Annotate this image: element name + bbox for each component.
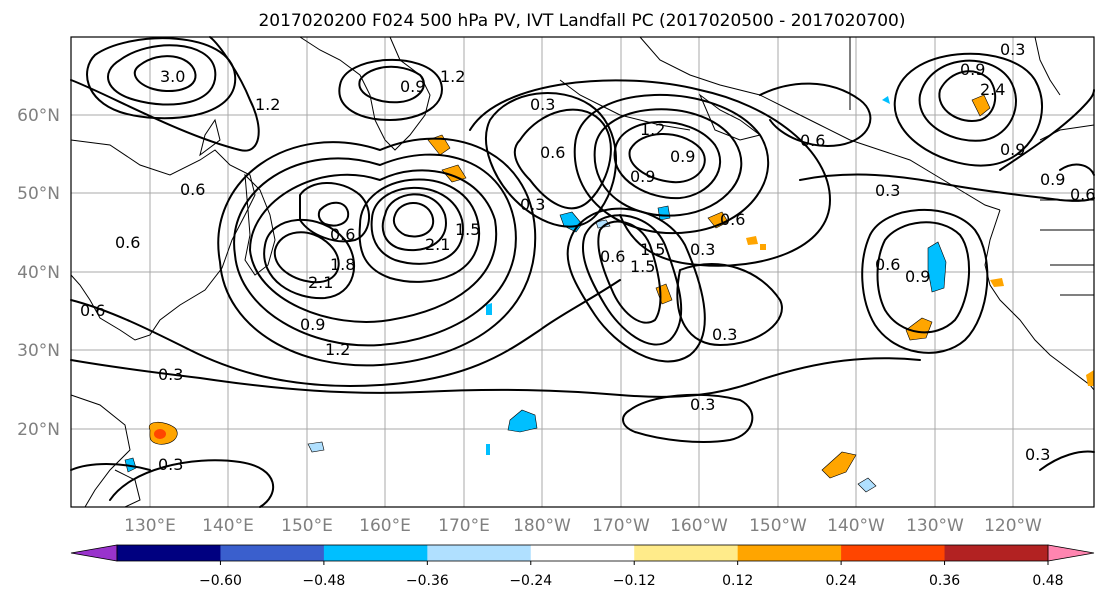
svg-text:0.6: 0.6	[80, 301, 105, 320]
colorbar-tick-label: 0.12	[722, 573, 753, 589]
svg-text:30°N: 30°N	[17, 341, 60, 361]
colorbar-tick-label: −0.24	[509, 573, 552, 589]
svg-text:0.3: 0.3	[875, 181, 900, 200]
colorbar-segment	[530, 545, 635, 561]
svg-text:1.5: 1.5	[455, 220, 480, 239]
svg-text:0.6: 0.6	[800, 131, 825, 150]
svg-text:1.2: 1.2	[325, 340, 350, 359]
longitude-labels: 130°E 140°E 150°E 160°E 170°E 180°W 170°…	[124, 516, 1042, 536]
svg-text:2.1: 2.1	[425, 235, 450, 254]
svg-text:160°E: 160°E	[359, 516, 411, 536]
svg-text:180°W: 180°W	[513, 516, 571, 536]
svg-text:0.6: 0.6	[720, 210, 745, 229]
svg-text:0.3: 0.3	[690, 240, 715, 259]
shaded-anomalies	[124, 94, 1094, 493]
colorbar: −0.60 −0.48 −0.36 −0.24 −0.12 0.12 0.24 0.36 0.4…	[70, 544, 1095, 589]
coastlines	[70, 36, 1095, 508]
svg-text:0.3: 0.3	[530, 95, 555, 114]
svg-text:0.3: 0.3	[1000, 40, 1025, 59]
colorbar-ticks: −0.60 −0.48 −0.36 −0.24 −0.12 0.12 0.24 0.36 0.4…	[199, 561, 1064, 589]
colorbar-segment	[427, 545, 532, 561]
figure-title: 2017020200 F024 500 hPa PV, IVT Landfall…	[258, 11, 905, 31]
colorbar-outline	[116, 544, 1049, 562]
colorbar-segment	[634, 545, 739, 561]
colorbar-tick-label: 0.36	[929, 573, 960, 589]
svg-text:120°W: 120°W	[984, 516, 1042, 536]
svg-text:0.3: 0.3	[158, 455, 183, 474]
contour-labels: 3.0 1.2 0.3 0.6 1.2 0.9 0.6 0.6 0.3 0.9 …	[80, 40, 1095, 474]
svg-text:0.3: 0.3	[690, 395, 715, 414]
svg-text:140°E: 140°E	[202, 516, 254, 536]
svg-text:0.3: 0.3	[712, 325, 737, 344]
svg-text:20°N: 20°N	[17, 420, 60, 440]
svg-text:0.9: 0.9	[905, 267, 930, 286]
svg-text:2.4: 2.4	[980, 80, 1005, 99]
svg-text:0.9: 0.9	[1000, 140, 1025, 159]
colorbar-segment	[220, 545, 325, 561]
svg-text:50°N: 50°N	[17, 184, 60, 204]
svg-text:40°N: 40°N	[17, 263, 60, 283]
colorbar-tick-label: 0.24	[826, 573, 857, 589]
svg-text:0.3: 0.3	[1025, 445, 1050, 464]
svg-text:150°E: 150°E	[281, 516, 333, 536]
svg-text:1.2: 1.2	[440, 67, 465, 86]
colorbar-tick-label: 0.48	[1032, 573, 1063, 589]
colorbar-segments	[117, 545, 1049, 561]
svg-text:0.6: 0.6	[600, 247, 625, 266]
svg-text:0.6: 0.6	[1070, 185, 1095, 204]
svg-text:0.9: 0.9	[960, 60, 985, 79]
svg-text:150°W: 150°W	[749, 516, 807, 536]
svg-text:1.5: 1.5	[630, 257, 655, 276]
colorbar-segment	[323, 545, 428, 561]
svg-text:160°W: 160°W	[670, 516, 728, 536]
colorbar-segment	[737, 545, 842, 561]
svg-text:170°E: 170°E	[438, 516, 490, 536]
svg-text:140°W: 140°W	[827, 516, 885, 536]
svg-text:130°W: 130°W	[906, 516, 964, 536]
colorbar-tick-label: −0.12	[613, 573, 656, 589]
svg-text:0.3: 0.3	[520, 195, 545, 214]
svg-text:1.2: 1.2	[255, 95, 280, 114]
svg-text:2.1: 2.1	[308, 273, 333, 292]
svg-text:0.6: 0.6	[540, 143, 565, 162]
graticule	[71, 37, 1094, 507]
colorbar-tick-label: −0.48	[302, 573, 345, 589]
colorbar-tick-label: −0.36	[406, 573, 449, 589]
svg-text:0.3: 0.3	[158, 365, 183, 384]
svg-text:3.0: 3.0	[160, 67, 185, 86]
svg-text:0.6: 0.6	[180, 180, 205, 199]
svg-text:1.2: 1.2	[640, 120, 665, 139]
colorbar-segment	[944, 545, 1049, 561]
map-frame	[70, 36, 1095, 508]
latitude-labels: 60°N 50°N 40°N 30°N 20°N	[17, 106, 60, 440]
svg-text:0.9: 0.9	[300, 315, 325, 334]
svg-text:60°N: 60°N	[17, 106, 60, 126]
svg-text:170°W: 170°W	[592, 516, 650, 536]
svg-text:1.5: 1.5	[640, 240, 665, 259]
svg-text:0.6: 0.6	[115, 233, 140, 252]
pv-contours	[70, 36, 1095, 508]
svg-text:0.9: 0.9	[630, 167, 655, 186]
svg-text:0.9: 0.9	[670, 147, 695, 166]
svg-text:0.9: 0.9	[1040, 170, 1065, 189]
colorbar-segment	[841, 545, 946, 561]
svg-text:130°E: 130°E	[124, 516, 176, 536]
svg-text:0.6: 0.6	[330, 225, 355, 244]
colorbar-extend-right	[1047, 544, 1095, 562]
colorbar-extend-left	[70, 544, 118, 562]
svg-text:0.9: 0.9	[400, 77, 425, 96]
svg-text:1.8: 1.8	[330, 255, 355, 274]
svg-text:0.6: 0.6	[875, 255, 900, 274]
colorbar-tick-label: −0.60	[199, 573, 242, 589]
colorbar-segment	[117, 545, 221, 561]
